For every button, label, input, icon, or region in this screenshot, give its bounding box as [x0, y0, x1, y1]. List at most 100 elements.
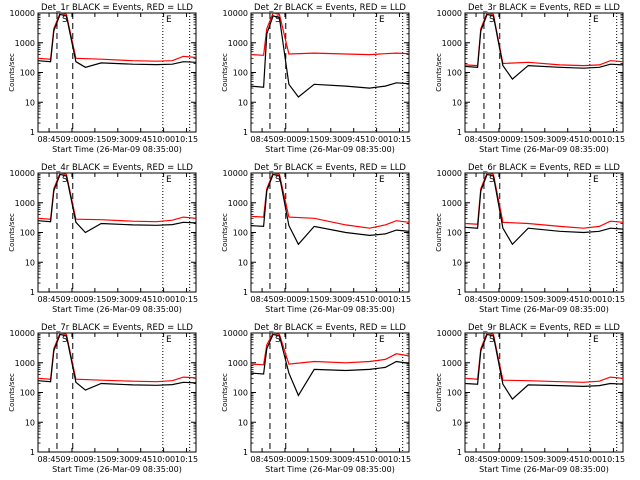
y-tick-label: 1 [30, 288, 35, 297]
y-tick-label: 10 [238, 258, 248, 267]
x-tick-label: 09:45 [342, 135, 365, 144]
x-tick-label: 08:45 [465, 455, 488, 464]
x-tick-label: 08:45 [38, 135, 61, 144]
x-tick-label: 09:30 [106, 455, 129, 464]
y-axis-label: Counts/sec [221, 373, 229, 412]
x-tick-label: 10:00 [365, 455, 388, 464]
x-tick-label: 08:45 [465, 135, 488, 144]
y-tick-label: 10 [25, 418, 35, 427]
x-tick-label: 09:30 [533, 455, 556, 464]
x-tick-label: 09:30 [106, 135, 129, 144]
start-marker-label: S [489, 15, 495, 25]
x-axis-label: Start Time (26-Mar-09 08:35:00) [52, 465, 182, 474]
x-axis-label: Start Time (26-Mar-09 08:35:00) [479, 465, 609, 474]
x-axis-label: Start Time (26-Mar-09 08:35:00) [265, 305, 395, 314]
y-tick-label: 10 [452, 418, 462, 427]
end-marker-label: E [166, 15, 172, 25]
x-tick-label: 09:45 [129, 455, 152, 464]
y-tick-label: 100 [447, 389, 462, 398]
y-tick-label: 1 [457, 128, 462, 137]
x-tick-label: 09:30 [319, 135, 342, 144]
y-tick-label: 100 [447, 229, 462, 238]
y-tick-label: 10 [238, 418, 248, 427]
y-tick-label: 100 [233, 229, 248, 238]
x-tick-label: 09:30 [319, 455, 342, 464]
y-tick-label: 100 [447, 69, 462, 78]
events-series-line [465, 13, 623, 80]
x-tick-label: 09:45 [556, 295, 579, 304]
chart-title: Det_6r BLACK = Events, RED = LLD [468, 163, 620, 173]
x-tick-label: 09:15 [296, 455, 319, 464]
plot-frame [37, 332, 197, 453]
x-tick-label: 09:00 [487, 455, 510, 464]
x-tick-label: 10:00 [579, 135, 602, 144]
y-tick-label: 100 [20, 389, 35, 398]
chart-title: Det_7r BLACK = Events, RED = LLD [41, 323, 193, 333]
plot-frame [250, 12, 410, 133]
x-tick-label: 08:45 [251, 455, 274, 464]
y-tick-label: 10 [25, 258, 35, 267]
y-tick-label: 100 [20, 69, 35, 78]
y-tick-label: 1 [30, 448, 35, 457]
events-series-line [465, 333, 623, 401]
y-tick-label: 100 [233, 389, 248, 398]
x-tick-label: 10:15 [175, 455, 198, 464]
y-tick-label: 1000 [15, 359, 35, 368]
y-tick-label: 1000 [442, 39, 462, 48]
chart-panel-9: Det_9r BLACK = Events, RED = LLD 1 10 100 10… [435, 323, 625, 474]
x-tick-label: 09:30 [106, 295, 129, 304]
y-tick-label: 10 [452, 258, 462, 267]
y-tick-label: 10000 [223, 329, 248, 338]
events-series-line [251, 173, 409, 246]
x-axis-label: Start Time (26-Mar-09 08:35:00) [265, 465, 395, 474]
y-tick-label: 1000 [442, 199, 462, 208]
x-tick-label: 10:00 [152, 135, 175, 144]
plot-frame [37, 12, 197, 133]
y-axis-label: Counts/sec [435, 53, 443, 92]
x-tick-label: 10:00 [152, 455, 175, 464]
x-tick-label: 09:15 [510, 455, 533, 464]
start-marker-label: S [489, 175, 495, 185]
x-tick-label: 09:45 [556, 455, 579, 464]
chart-panel-2: Det_2r BLACK = Events, RED = LLD 1 10 100 10… [221, 3, 411, 154]
y-axis-label: Counts/sec [435, 373, 443, 412]
x-tick-label: 09:15 [510, 135, 533, 144]
y-tick-label: 1 [243, 128, 248, 137]
chart-panel-3: Det_3r BLACK = Events, RED = LLD 1 10 100 10… [435, 3, 625, 154]
y-tick-label: 10000 [223, 169, 248, 178]
x-tick-label: 10:00 [152, 295, 175, 304]
x-tick-label: 09:00 [273, 295, 296, 304]
plot-frame [250, 172, 410, 293]
x-tick-label: 10:15 [175, 135, 198, 144]
x-tick-label: 10:15 [602, 135, 625, 144]
x-tick-label: 09:30 [319, 295, 342, 304]
chart-panel-5: Det_5r BLACK = Events, RED = LLD 1 10 100 10… [221, 163, 411, 314]
chart-panel-7: Det_7r BLACK = Events, RED = LLD 1 10 100 10… [8, 323, 198, 474]
x-tick-label: 10:15 [388, 455, 411, 464]
y-tick-label: 1 [30, 128, 35, 137]
y-tick-label: 1000 [228, 359, 248, 368]
x-tick-label: 09:00 [60, 295, 83, 304]
chart-title: Det_2r BLACK = Events, RED = LLD [254, 3, 406, 13]
plot-frame [250, 332, 410, 453]
y-tick-label: 100 [233, 69, 248, 78]
x-tick-label: 09:45 [556, 135, 579, 144]
y-tick-label: 10 [238, 98, 248, 107]
end-marker-label: E [593, 335, 599, 345]
x-tick-label: 10:00 [365, 135, 388, 144]
y-axis-label: Counts/sec [8, 373, 16, 412]
x-tick-label: 09:00 [60, 135, 83, 144]
chart-panel-6: Det_6r BLACK = Events, RED = LLD 1 10 100 10… [435, 163, 625, 314]
start-marker-label: S [62, 15, 68, 25]
lld-series-line [251, 13, 409, 56]
chart-title: Det_1r BLACK = Events, RED = LLD [41, 3, 193, 13]
start-marker-label: S [62, 335, 68, 345]
y-tick-label: 1000 [442, 359, 462, 368]
y-tick-label: 10000 [10, 169, 35, 178]
y-tick-label: 10000 [10, 329, 35, 338]
y-tick-label: 10000 [223, 9, 248, 18]
y-tick-label: 1 [243, 448, 248, 457]
y-tick-label: 1000 [228, 199, 248, 208]
events-series-line [251, 333, 409, 397]
chart-panel-8: Det_8r BLACK = Events, RED = LLD 1 10 100 10… [221, 323, 411, 474]
